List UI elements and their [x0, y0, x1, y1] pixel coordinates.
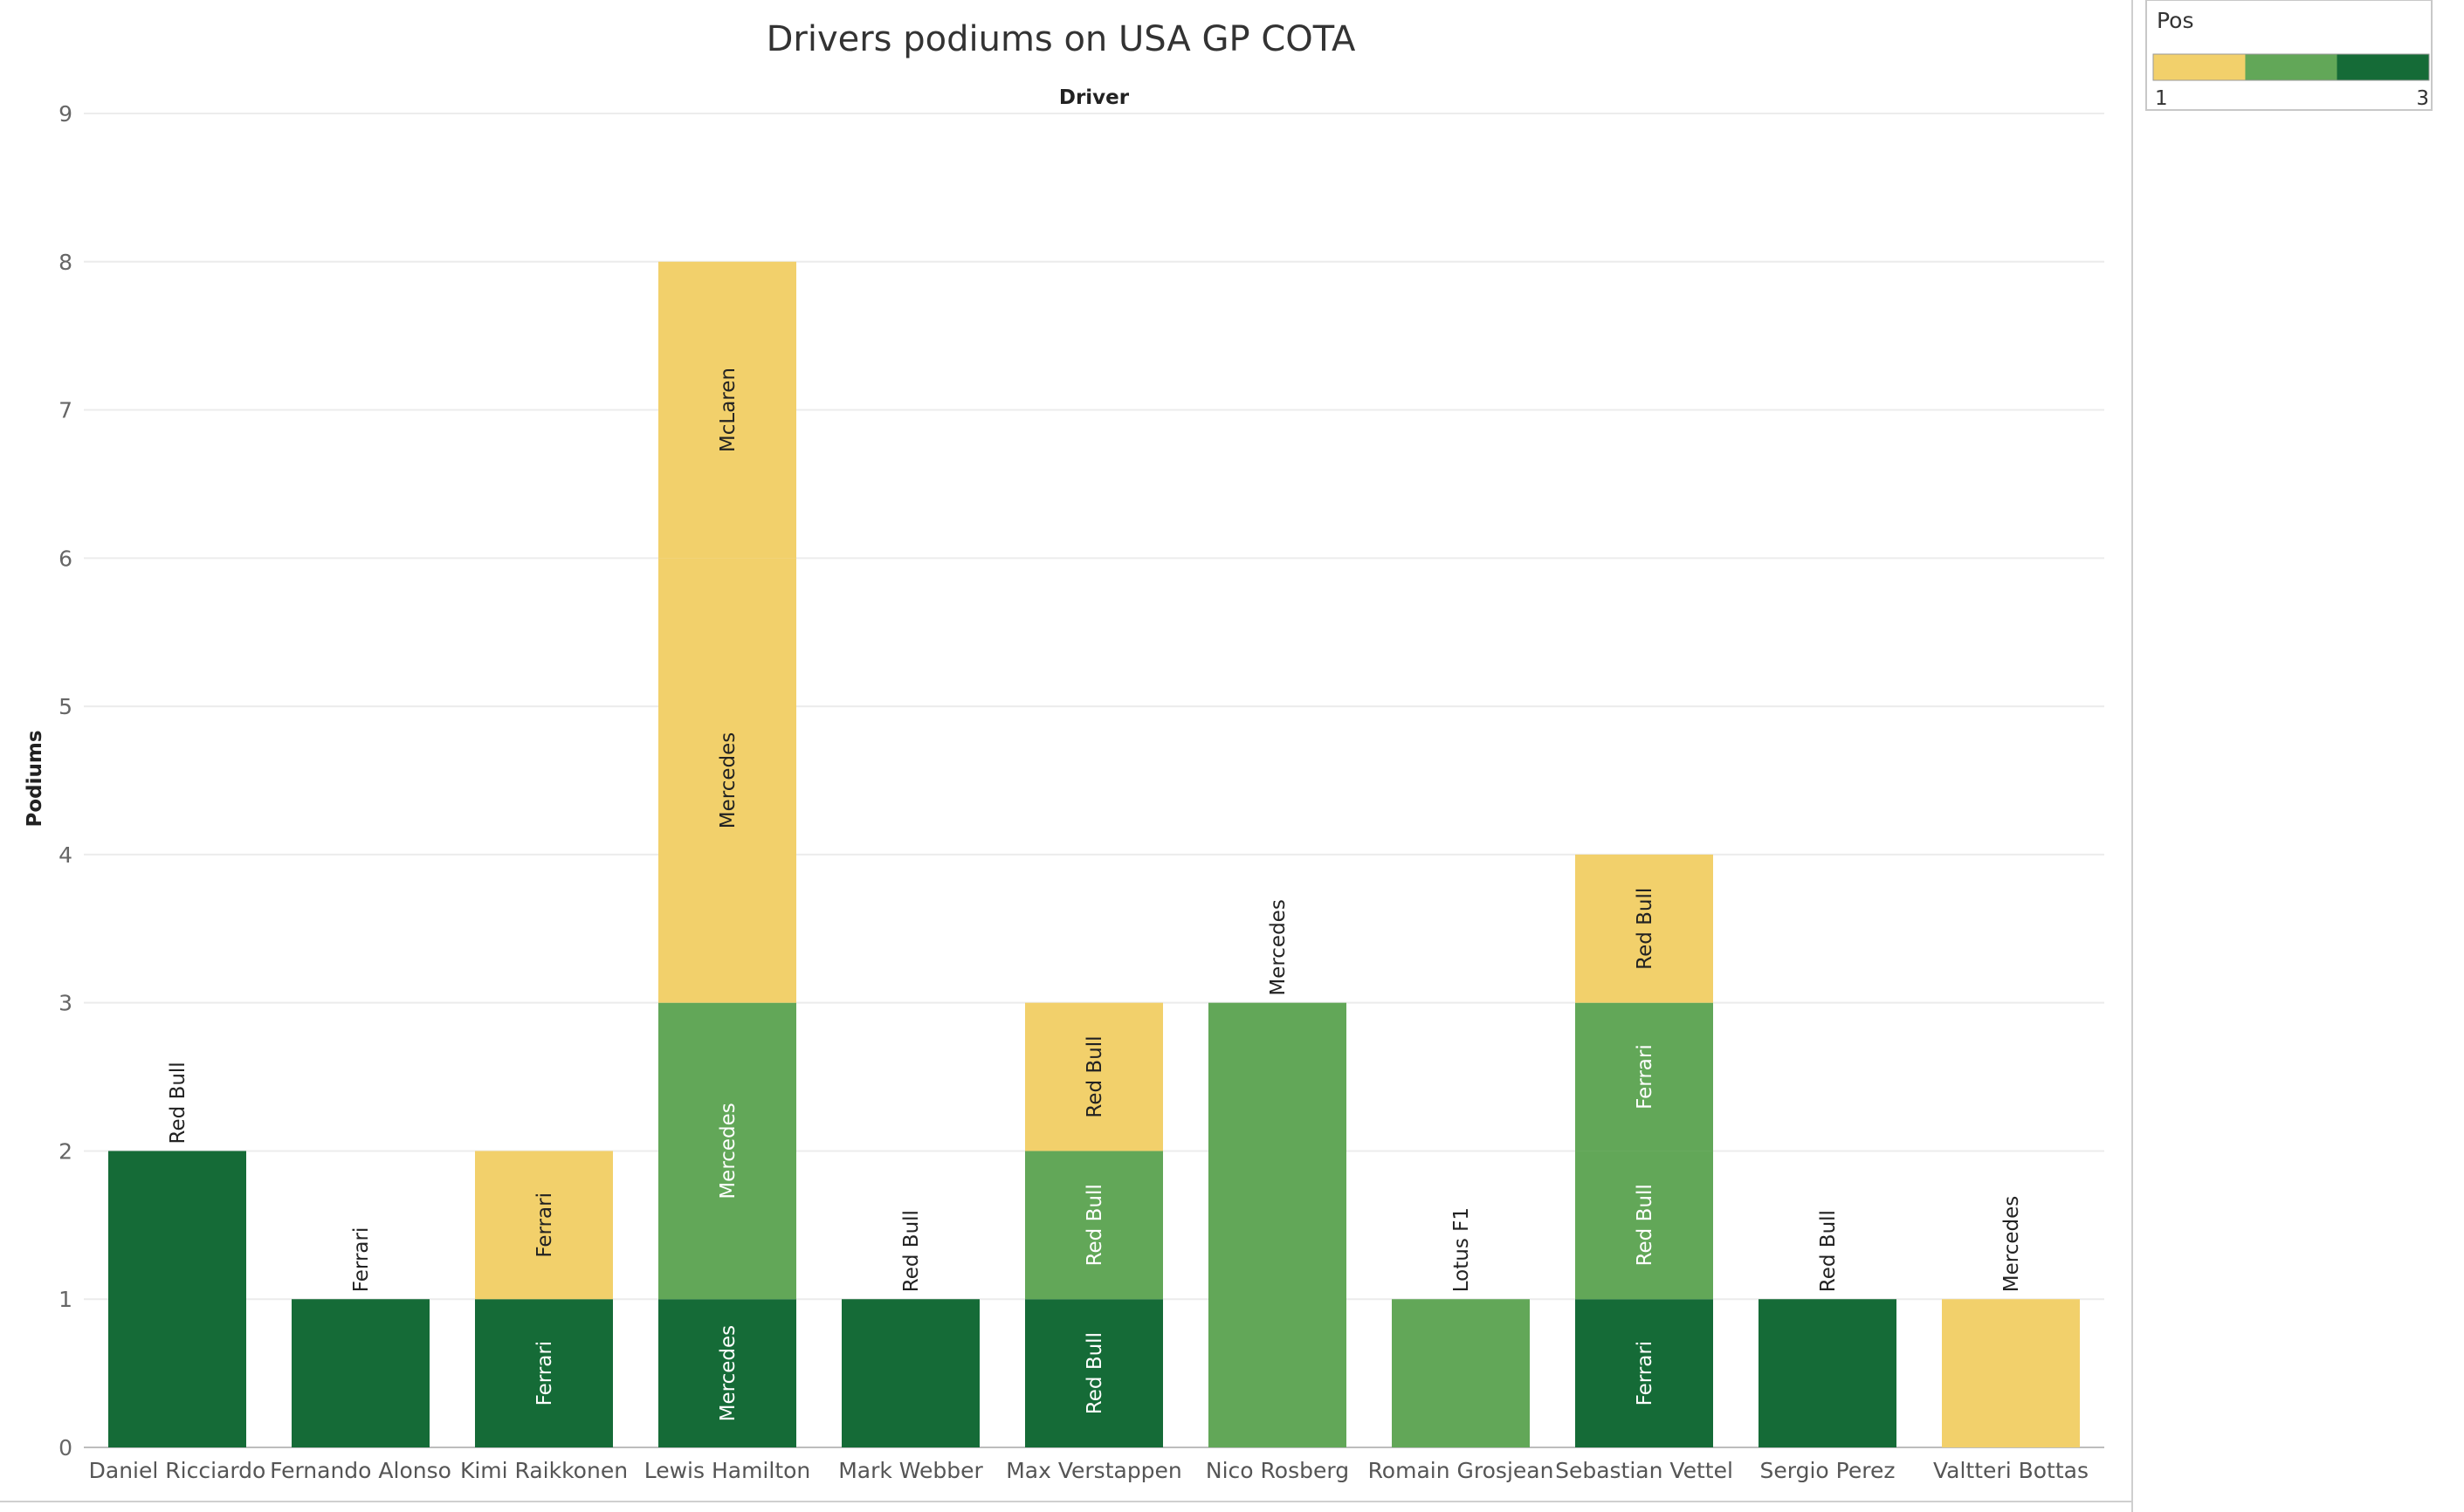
bar-segment: [842, 1299, 980, 1447]
color-legend: Pos 1 3: [2145, 0, 2433, 111]
x-category-label: Daniel Ricciardo: [89, 1458, 266, 1483]
y-tick-label: 2: [59, 1138, 72, 1164]
chart-title: Drivers podiums on USA GP COTA: [767, 19, 1356, 59]
x-category-label: Sergio Perez: [1760, 1458, 1896, 1483]
segment-team-label: Ferrari: [1634, 1341, 1656, 1406]
x-category-label: Fernando Alonso: [270, 1458, 451, 1483]
bar-segment: [1942, 1299, 2080, 1447]
x-category-label: Nico Rosberg: [1206, 1458, 1349, 1483]
segment-team-label: Ferrari: [350, 1227, 373, 1293]
y-tick-label: 5: [59, 694, 72, 719]
bar-segment: [475, 1151, 613, 1300]
segment-team-label: Ferrari: [533, 1341, 556, 1406]
x-category-label: Mark Webber: [838, 1458, 983, 1483]
y-tick-label: 6: [59, 546, 72, 571]
bar-segment: [1575, 1002, 1713, 1151]
segment-team-label: Red Bull: [1634, 1184, 1656, 1266]
segment-team-label: Mercedes: [717, 732, 740, 828]
y-tick-label: 3: [59, 991, 72, 1016]
bar-segment: [1025, 1002, 1163, 1151]
y-tick-label: 0: [59, 1435, 72, 1460]
x-axis-header: Driver: [1059, 86, 1130, 109]
y-axis-label: Podiums: [24, 730, 46, 827]
legend-color-ramp: [2152, 53, 2430, 81]
segment-team-label: Red Bull: [167, 1062, 189, 1144]
legend-min-label: 1: [2155, 87, 2168, 110]
bars: Red Bull Ferrari Ferrari Ferrari Mercedes Mer…: [108, 261, 2080, 1447]
segment-team-label: Red Bull: [1634, 888, 1656, 970]
x-category-label: Romain Grosjean: [1368, 1458, 1554, 1483]
bar-segment: [658, 1299, 796, 1447]
y-tick-label: 1: [59, 1287, 72, 1312]
x-category-label: Max Verstappen: [1006, 1458, 1182, 1483]
bar-segment: [1759, 1299, 1896, 1447]
bar-segment: [1025, 1151, 1163, 1300]
bar-segment: [1575, 1151, 1713, 1300]
y-axis-ticks: 0 1 2 3 4 5 6 7 8 9: [59, 101, 72, 1460]
y-tick-label: 9: [59, 101, 72, 127]
segment-team-label: Red Bull: [1817, 1210, 1840, 1292]
segment-team-label: Mercedes: [2000, 1196, 2023, 1292]
y-tick-label: 7: [59, 398, 72, 423]
x-category-label: Valtteri Bottas: [1933, 1458, 2089, 1483]
segment-team-label: Red Bull: [900, 1210, 923, 1292]
bar-segment: [1575, 1299, 1713, 1447]
segment-team-label: Red Bull: [1084, 1332, 1106, 1414]
segment-team-label: McLaren: [717, 368, 740, 452]
x-axis-category-labels: Daniel Ricciardo Fernando Alonso Kimi Raik…: [89, 1458, 2089, 1483]
bar-segment: [658, 558, 796, 1003]
bar-segment: [1575, 854, 1713, 1003]
y-tick-label: 4: [59, 842, 72, 868]
x-category-label: Sebastian Vettel: [1555, 1458, 1733, 1483]
bar-segment: [292, 1299, 430, 1447]
segment-team-label: Ferrari: [533, 1192, 556, 1258]
legend-max-label: 3: [2416, 87, 2429, 110]
segment-team-label: Red Bull: [1084, 1184, 1106, 1266]
segment-team-label: Mercedes: [717, 1325, 740, 1421]
bar-segment: [658, 261, 796, 559]
bar-segment: [1208, 1002, 1346, 1447]
y-tick-label: 8: [59, 250, 72, 275]
x-category-label: Kimi Raikkonen: [460, 1458, 628, 1483]
segment-team-label: Red Bull: [1084, 1035, 1106, 1117]
segment-team-label: Lotus F1: [1450, 1207, 1473, 1292]
bar-segment: [108, 1151, 246, 1447]
bar-segment: [1025, 1299, 1163, 1447]
bar-segment: [1392, 1299, 1530, 1447]
bar-segment: [475, 1299, 613, 1447]
segment-team-label: Mercedes: [1267, 899, 1290, 995]
legend-title: Pos: [2157, 8, 2194, 33]
bar-segment: [658, 1002, 796, 1300]
segment-team-label: Mercedes: [717, 1103, 740, 1199]
segment-team-label: Ferrari: [1634, 1044, 1656, 1110]
x-category-label: Lewis Hamilton: [644, 1458, 811, 1483]
